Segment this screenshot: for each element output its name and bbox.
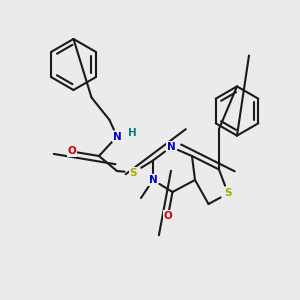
Text: H: H [128,128,136,139]
Text: S: S [224,188,232,199]
Text: N: N [148,175,158,185]
Text: S: S [130,167,137,178]
Text: O: O [164,211,172,221]
Text: N: N [167,142,176,152]
Text: O: O [68,146,76,157]
Text: N: N [112,131,122,142]
